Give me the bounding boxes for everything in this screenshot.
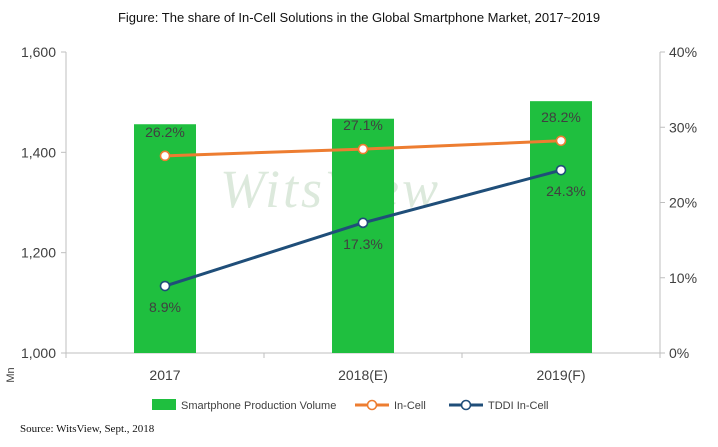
legend-marker-incell: [366, 399, 378, 411]
tddi-data-label: 8.9%: [149, 299, 181, 315]
legend-label-incell: In-Cell: [394, 400, 426, 412]
tddi-point: [357, 217, 369, 229]
left-tick-label: 1,200: [21, 245, 56, 261]
x-tick-label: 2019(F): [536, 367, 585, 383]
incell-point: [555, 135, 567, 147]
legend-marker-tddi: [460, 399, 472, 411]
x-tick-label: 2018(E): [338, 367, 388, 383]
source-note: Source: WitsView, Sept., 2018: [20, 423, 155, 435]
legend-label-smartphone-volume: Smartphone Production Volume: [181, 400, 336, 412]
legend-label-tddi: TDDI In-Cell: [488, 400, 549, 412]
y-axis-unit-label: Mn: [5, 367, 17, 382]
left-tick-label: 1,000: [21, 345, 56, 361]
tddi-data-label: 24.3%: [546, 183, 586, 199]
right-tick-label: 20%: [669, 195, 697, 211]
tddi-data-label: 17.3%: [343, 236, 383, 252]
tddi-point: [159, 280, 171, 292]
tddi-point: [555, 164, 567, 176]
right-tick-label: 10%: [669, 270, 697, 286]
right-tick-label: 30%: [669, 119, 697, 135]
incell-data-label: 27.1%: [343, 117, 383, 133]
incell-data-label: 26.2%: [145, 124, 185, 140]
left-tick-label: 1,600: [21, 44, 56, 60]
chart-title: Figure: The share of In-Cell Solutions i…: [117, 10, 601, 25]
incell-point: [159, 150, 171, 162]
bar-smartphone-volume: [332, 118, 394, 353]
right-tick-label: 0%: [669, 345, 689, 361]
legend-swatch-smartphone-volume: [152, 399, 176, 410]
watermark: WitsView: [220, 159, 441, 219]
left-tick-label: 1,400: [21, 144, 56, 160]
x-tick-label: 2017: [149, 367, 180, 383]
incell-data-label: 28.2%: [541, 109, 581, 125]
right-tick-label: 40%: [669, 44, 697, 60]
bar-smartphone-volume: [134, 124, 196, 354]
incell-point: [357, 143, 369, 155]
